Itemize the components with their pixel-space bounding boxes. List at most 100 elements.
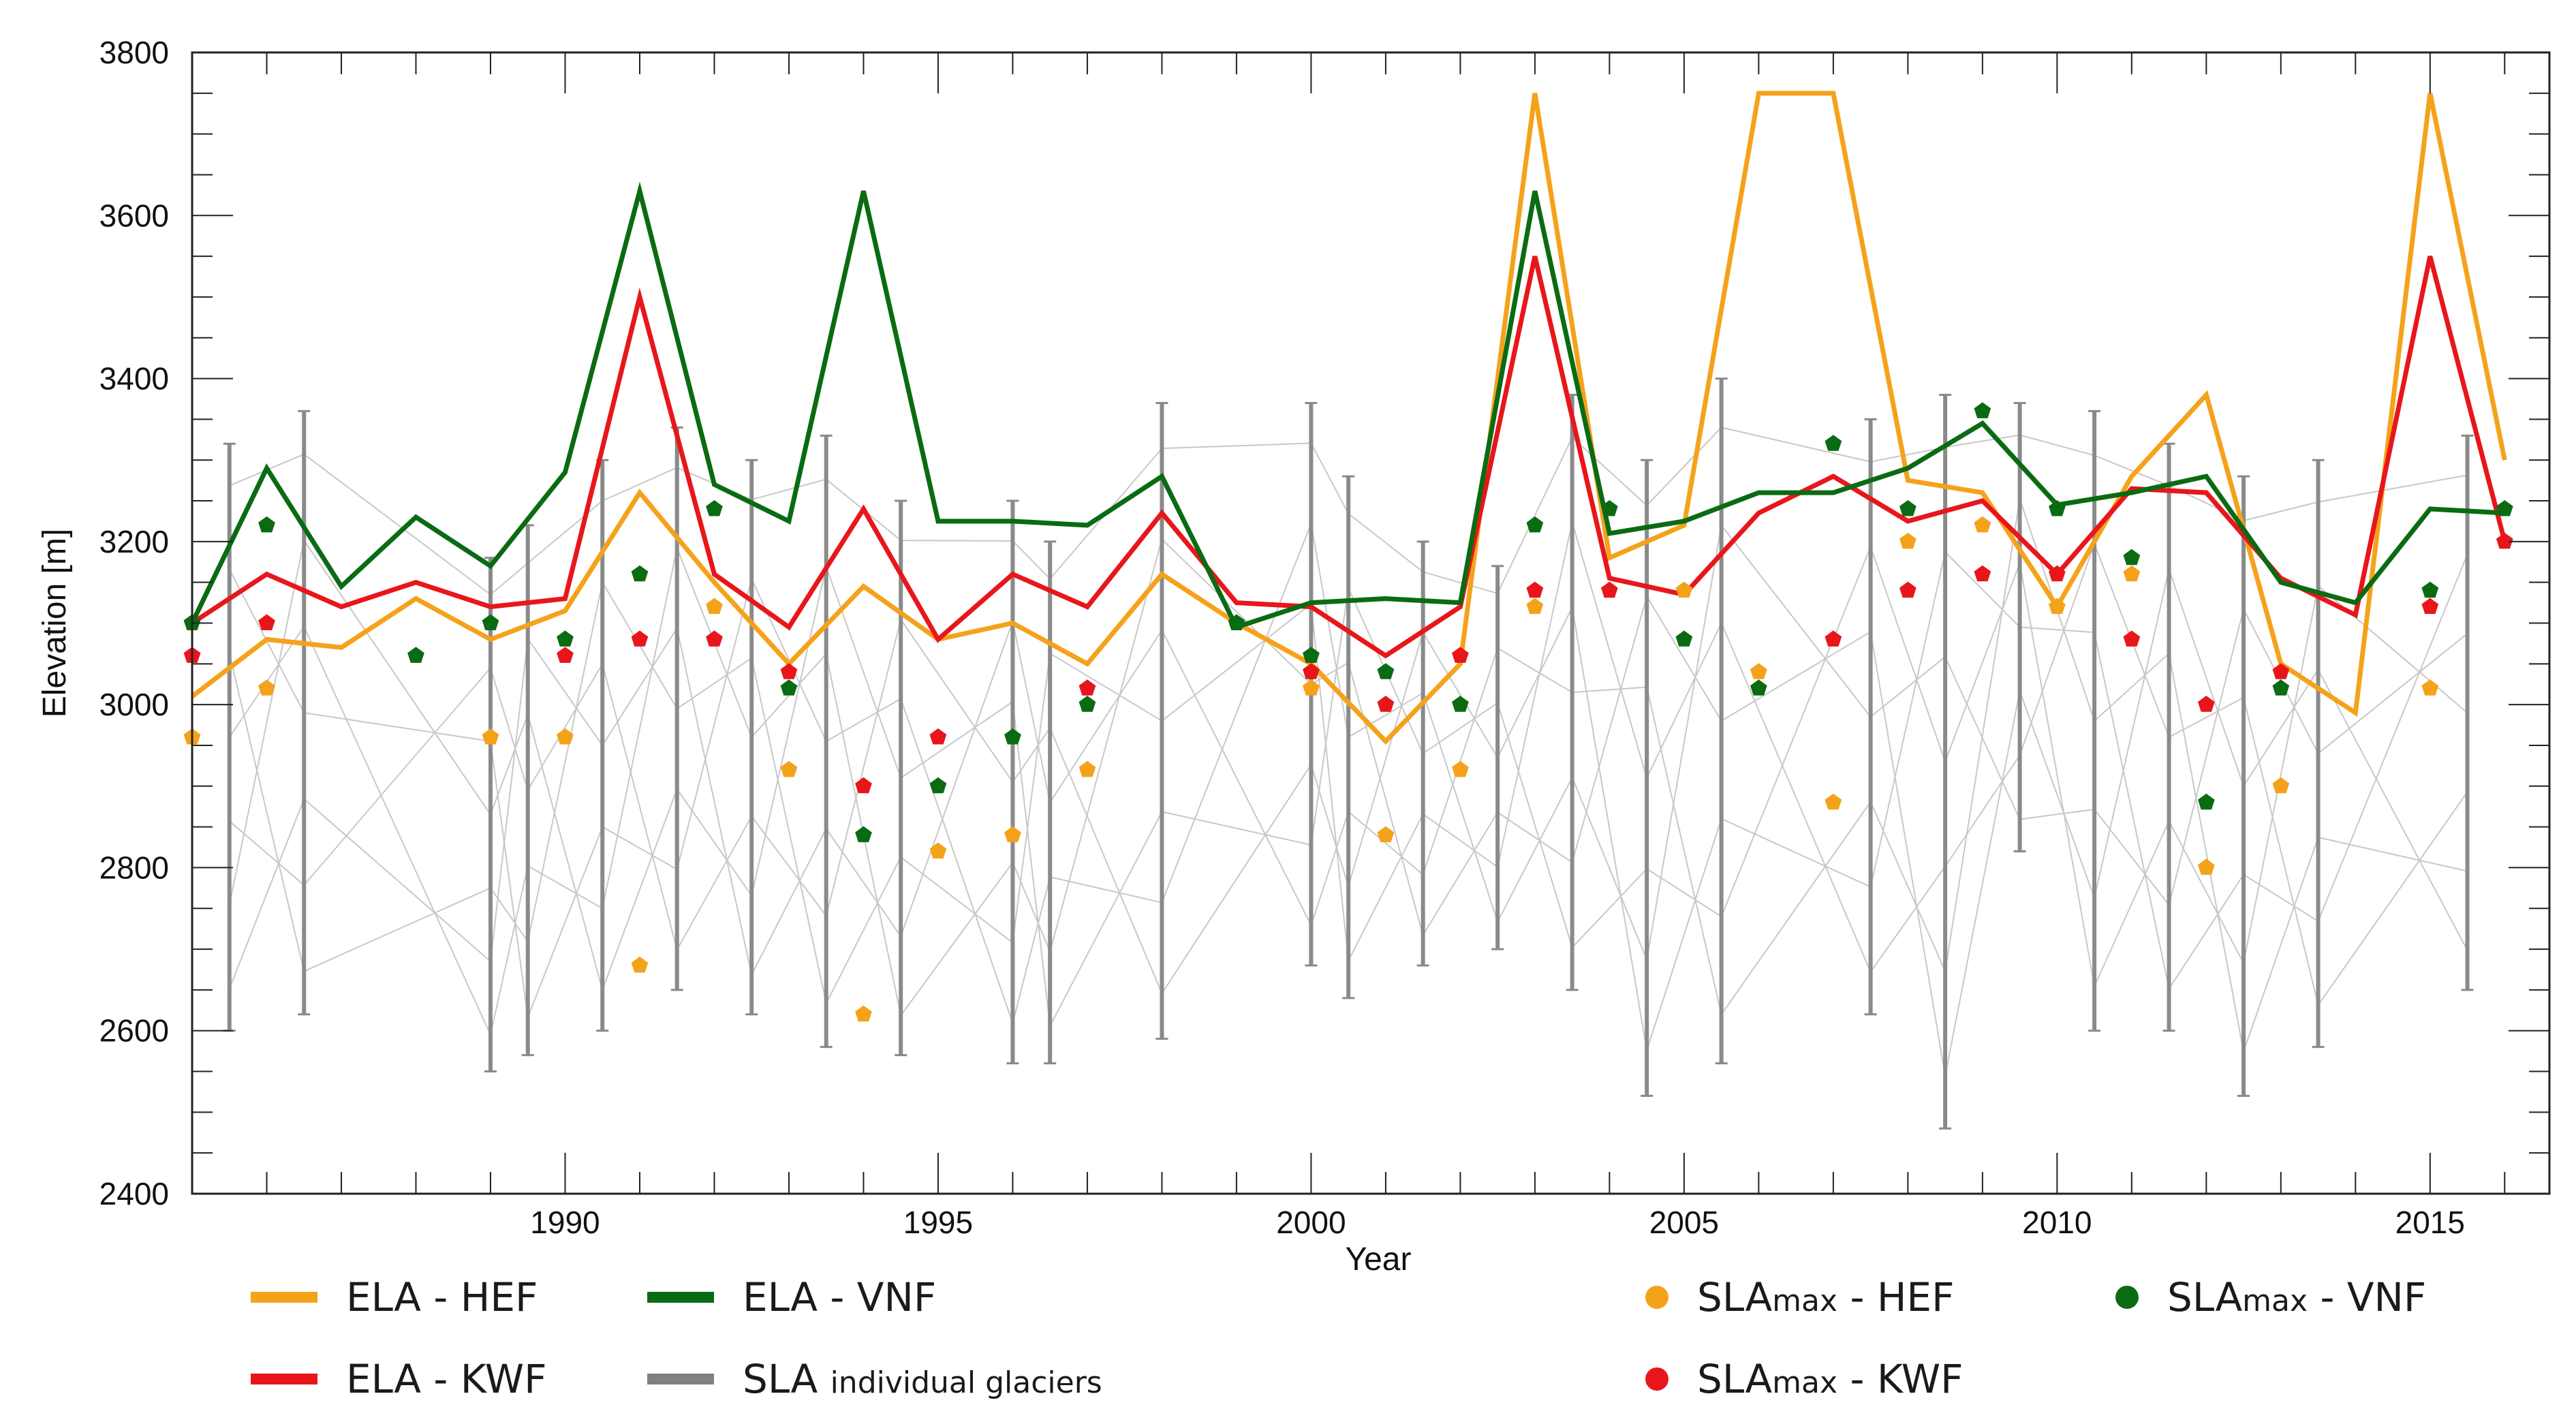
slamax-vnf-point bbox=[1526, 516, 1544, 533]
slamax-vnf-point bbox=[482, 614, 499, 630]
sla-trace bbox=[1720, 623, 1872, 972]
sla-trace bbox=[1720, 525, 1872, 717]
slamax-hef-point bbox=[2123, 565, 2141, 582]
slamax-vnf-point bbox=[1899, 500, 1917, 516]
sla-trace bbox=[2243, 585, 2319, 963]
sla-trace bbox=[1646, 868, 1722, 918]
slamax-kwf-point bbox=[1899, 581, 1917, 598]
y-tick-label: 3600 bbox=[99, 198, 169, 233]
slamax-kwf-point bbox=[706, 630, 723, 647]
slamax-kwf-point bbox=[929, 728, 947, 745]
sla-trace bbox=[1572, 686, 1647, 694]
sla-trace bbox=[1423, 813, 1498, 868]
slamax-kwf-point bbox=[631, 630, 649, 647]
slamax-hef-point bbox=[1825, 793, 1842, 810]
sla-trace bbox=[2243, 697, 2319, 1006]
slamax-kwf-point bbox=[2123, 630, 2141, 647]
sla-trace bbox=[751, 828, 827, 976]
slamax-vnf-point bbox=[2496, 500, 2513, 516]
sla-trace bbox=[1348, 811, 1424, 876]
sla-trace bbox=[527, 638, 604, 746]
slamax-hef-point bbox=[258, 679, 275, 696]
sla-trace bbox=[228, 799, 305, 989]
slamax-hef-point bbox=[1750, 663, 1767, 679]
y-tick-label: 3800 bbox=[99, 35, 169, 70]
sla-trace bbox=[1944, 551, 2021, 628]
sla-trace bbox=[602, 548, 678, 909]
slamax-vnf-point bbox=[2049, 500, 2066, 516]
sla-trace bbox=[825, 856, 902, 1004]
sla-trace bbox=[676, 788, 753, 897]
sla-trace bbox=[1870, 446, 1946, 463]
slamax-hef-point bbox=[1899, 532, 1917, 549]
sla-trace bbox=[900, 619, 1014, 783]
sla-trace bbox=[1571, 437, 1647, 506]
sla-trace bbox=[2094, 569, 2170, 899]
sla-trace bbox=[1646, 427, 1722, 506]
sla-trace bbox=[303, 667, 491, 886]
sla-trace bbox=[1161, 764, 1312, 994]
slamax-kwf-point bbox=[1303, 663, 1320, 679]
slamax-vnf-point bbox=[1825, 435, 1842, 451]
sla-trace bbox=[1012, 621, 1051, 803]
sla-trace bbox=[1646, 687, 1722, 1015]
sla-trace bbox=[2318, 837, 2468, 872]
sla-trace bbox=[1497, 522, 1573, 867]
sla-trace bbox=[1348, 632, 1424, 887]
sla-trace bbox=[900, 862, 1014, 1017]
slamax-vnf-point bbox=[1452, 696, 1469, 712]
sla-trace bbox=[1161, 630, 1312, 926]
sla-trace bbox=[2318, 474, 2468, 503]
slamax-kwf-point bbox=[1974, 565, 1991, 582]
sla-trace bbox=[1869, 801, 1946, 972]
sla-trace bbox=[1012, 876, 1051, 1023]
sla-trace bbox=[1161, 538, 1312, 685]
sla-max-points bbox=[183, 402, 2513, 1022]
axes: 2400 2600 2800 3000 3200 3400 3600 3800 1990 1995… bbox=[37, 35, 2551, 1278]
slamax-kwf-point bbox=[1601, 581, 1618, 598]
sla-trace bbox=[1422, 632, 1498, 758]
sla-trace bbox=[1944, 656, 2021, 820]
sla-trace bbox=[825, 619, 902, 916]
sla-trace bbox=[2168, 608, 2245, 906]
sla-trace bbox=[1869, 546, 1946, 762]
sla-trace bbox=[1721, 818, 1872, 888]
slamax-vnf-point bbox=[780, 679, 798, 696]
sla-trace bbox=[1571, 607, 1648, 1051]
sla-trace bbox=[1422, 692, 1499, 923]
sla-trace bbox=[2243, 501, 2318, 522]
slamax-vnf-point bbox=[1974, 402, 1991, 418]
y-tick-label: 3400 bbox=[99, 361, 169, 397]
sla-trace bbox=[1869, 632, 1946, 1077]
slamax-kwf-point bbox=[2272, 663, 2290, 679]
sla-trace bbox=[1162, 442, 1312, 450]
sla-trace bbox=[676, 816, 753, 950]
sla-trace bbox=[1348, 814, 1424, 961]
sla-trace bbox=[490, 714, 529, 816]
y-tick-label: 3000 bbox=[99, 687, 169, 722]
sla-trace bbox=[1571, 777, 1648, 960]
slamax-hef-point bbox=[1526, 598, 1544, 615]
sla-trace bbox=[1571, 522, 1648, 779]
ela-vnf-line bbox=[189, 181, 2505, 630]
slamax-kwf-point bbox=[2496, 532, 2513, 549]
slamax-vnf-point bbox=[1228, 614, 1245, 630]
slamax-hef-point bbox=[2421, 679, 2439, 696]
sla-background-traces bbox=[228, 427, 2468, 1077]
sla-trace bbox=[2019, 808, 2095, 820]
sla-trace bbox=[2094, 820, 2170, 987]
sla-trace bbox=[1162, 811, 1312, 846]
sla-trace bbox=[1049, 727, 1163, 994]
y-tick-label: 2400 bbox=[99, 1176, 169, 1211]
sla-trace bbox=[1944, 499, 2021, 972]
sla-trace bbox=[1571, 595, 1648, 863]
sla-trace bbox=[1944, 754, 2021, 867]
sla-trace bbox=[901, 540, 1013, 542]
slamax-hef-point bbox=[2272, 777, 2290, 794]
sla-trace bbox=[1646, 595, 1722, 722]
sla-trace bbox=[751, 478, 826, 501]
slamax-hef-point bbox=[1377, 826, 1395, 843]
slamax-vnf-point bbox=[706, 500, 723, 516]
sla-trace bbox=[303, 540, 491, 816]
plot-frame bbox=[191, 51, 2551, 1195]
